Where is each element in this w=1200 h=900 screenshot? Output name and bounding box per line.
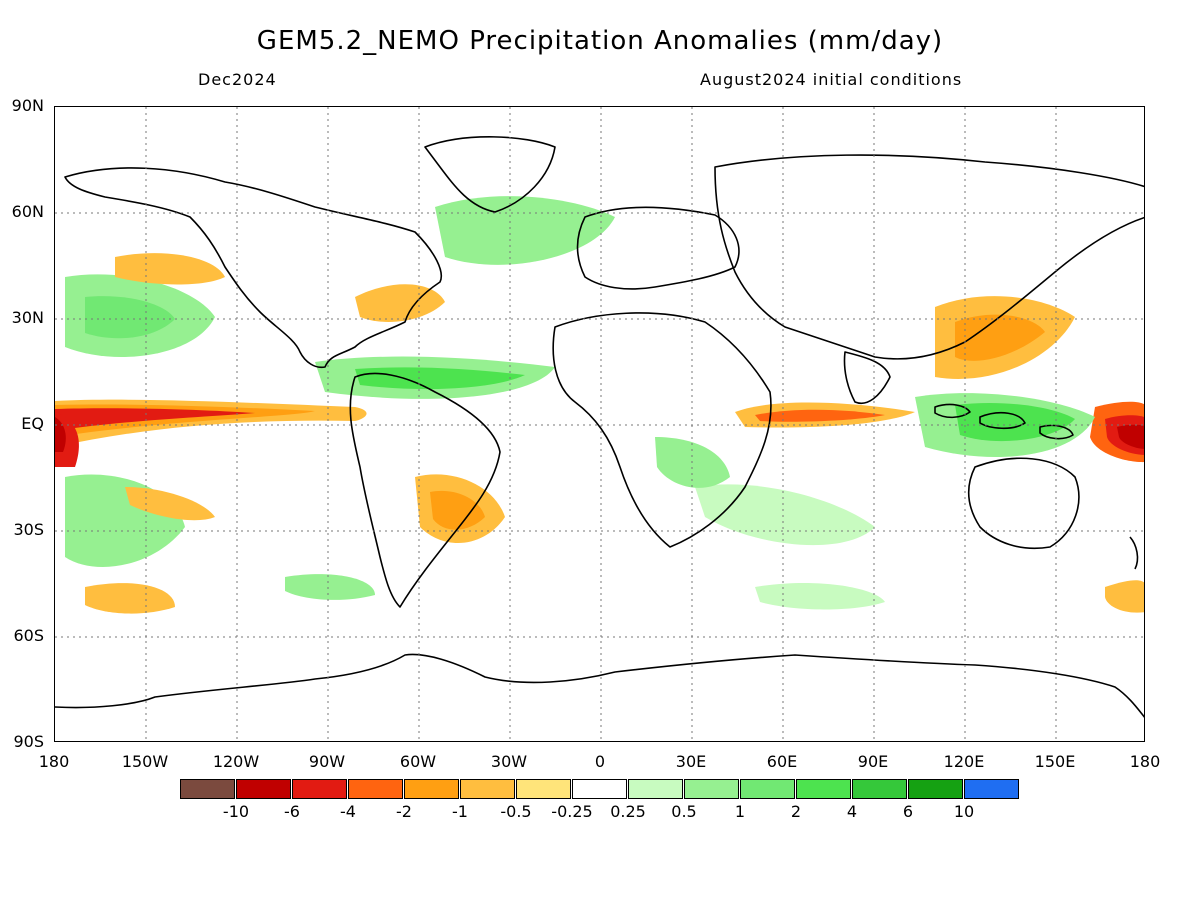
colorbar-swatch	[572, 779, 627, 799]
lon-label-30e: 30E	[675, 752, 707, 771]
colorbar-tick: -0.5	[500, 802, 532, 821]
lat-label-30s: 30S	[13, 520, 44, 539]
graticule	[55, 107, 1144, 741]
colorbar-tick: 0.5	[671, 802, 697, 821]
lon-label-90w: 90W	[308, 752, 346, 771]
coastlines	[55, 136, 1144, 718]
lat-label-30n: 30N	[11, 308, 44, 327]
initial-conditions-label: August2024 initial conditions	[700, 70, 963, 89]
precipitation-map	[55, 107, 1144, 741]
lon-label-60e: 60E	[766, 752, 798, 771]
colorbar-tick: -0.25	[551, 802, 593, 821]
lat-label-eq: EQ	[21, 414, 44, 433]
colorbar-swatch	[460, 779, 515, 799]
lon-label-60w: 60W	[399, 752, 437, 771]
colorbar-swatch	[628, 779, 683, 799]
colorbar-tick: 6	[902, 802, 914, 821]
lat-label-90s: 90S	[13, 732, 44, 751]
colorbar-swatch	[908, 779, 963, 799]
colorbar-swatch	[964, 779, 1019, 799]
colorbar-swatch	[292, 779, 347, 799]
colorbar-tick: -4	[340, 802, 356, 821]
lon-label-150e: 150E	[1034, 752, 1076, 771]
colorbar-swatch	[852, 779, 907, 799]
colorbar-tick: 4	[846, 802, 858, 821]
lon-label-120w: 120W	[212, 752, 260, 771]
colorbar-swatch	[180, 779, 235, 799]
colorbar-swatch	[236, 779, 291, 799]
lon-label-180e: 180	[1129, 752, 1161, 771]
lon-label-180w: 180	[38, 752, 70, 771]
colorbar-swatch	[516, 779, 571, 799]
colorbar-swatch	[684, 779, 739, 799]
colorbar-tick: 0.25	[610, 802, 646, 821]
colorbar-swatch	[740, 779, 795, 799]
colorbar-tick: -1	[452, 802, 468, 821]
valid-month-label: Dec2024	[198, 70, 277, 89]
colorbar-swatch	[404, 779, 459, 799]
colorbar-tick: -10	[222, 802, 250, 821]
lon-label-30w: 30W	[490, 752, 528, 771]
colorbar-swatch	[348, 779, 403, 799]
lon-label-0: 0	[594, 752, 606, 771]
colorbar-tick: -2	[396, 802, 412, 821]
colorbar-tick: 1	[734, 802, 746, 821]
map-title: GEM5.2_NEMO Precipitation Anomalies (mm/…	[256, 26, 944, 56]
lat-label-90n: 90N	[11, 96, 44, 115]
lon-label-90e: 90E	[857, 752, 889, 771]
colorbar-tick: 10	[953, 802, 975, 821]
lon-label-150w: 150W	[121, 752, 169, 771]
colorbar-tick: -6	[284, 802, 300, 821]
colorbar-swatch	[796, 779, 851, 799]
colorbar-tick: 2	[790, 802, 802, 821]
lon-label-120e: 120E	[943, 752, 985, 771]
lat-label-60n: 60N	[11, 202, 44, 221]
color-bar	[180, 779, 1020, 799]
lat-label-60s: 60S	[13, 626, 44, 645]
map-panel	[54, 106, 1145, 742]
